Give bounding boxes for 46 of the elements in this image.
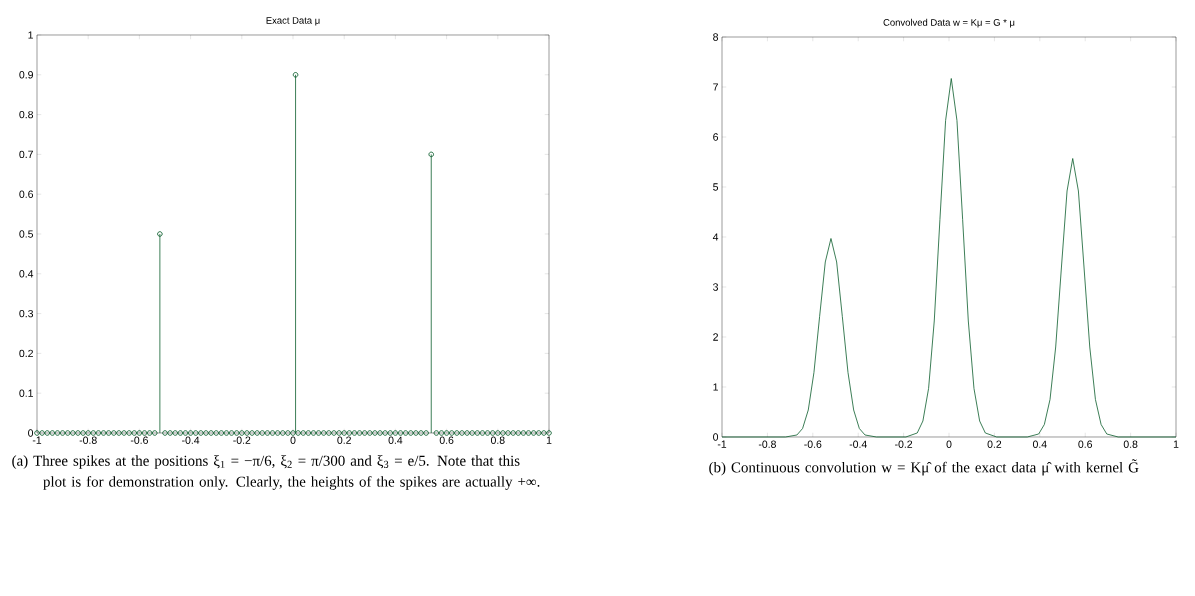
x-tick-label: -0.2 xyxy=(233,436,251,444)
y-tick-label: 0.1 xyxy=(19,389,33,397)
chart-title: Exact Data μ xyxy=(266,17,320,26)
x-tick-label: 1 xyxy=(1173,440,1179,448)
x-tick-label: 0.8 xyxy=(490,436,505,444)
y-tick-label: 2 xyxy=(713,333,718,341)
y-tick-label: 0.4 xyxy=(19,270,34,278)
y-tick-label: 0.6 xyxy=(19,190,34,198)
line-series xyxy=(721,78,1177,438)
y-tick-label: 3 xyxy=(713,283,719,291)
x-tick-label: -0.6 xyxy=(804,440,822,448)
y-tick-label: 4 xyxy=(712,233,719,241)
y-tick-label: 0.5 xyxy=(19,230,34,238)
x-tick-label: -0.4 xyxy=(849,440,867,448)
x-tick-label: -1 xyxy=(717,440,727,448)
y-tick-label: 8 xyxy=(713,33,719,41)
x-tick-label: 0.4 xyxy=(1032,440,1047,448)
x-tick-label: -0.6 xyxy=(130,436,148,444)
y-tick-label: 0.8 xyxy=(19,110,34,119)
y-tick-label: 0.3 xyxy=(19,309,34,318)
y-tick-label: 0.2 xyxy=(19,349,33,358)
x-tick-label: 0 xyxy=(290,436,296,444)
x-tick-label: -0.8 xyxy=(758,440,776,448)
x-tick-label: 0.8 xyxy=(1123,440,1138,448)
text: (b) Continuous convolution w = Kμ̂ of the exact data μ̂ with kernel G̃ xyxy=(709,459,1139,476)
x-tick-label: 0.4 xyxy=(388,436,403,444)
x-tick-label: -1 xyxy=(32,436,42,444)
y-tick-label: 0 xyxy=(28,429,34,437)
y-tick-label: 1 xyxy=(713,383,718,391)
x-tick-label: 0.6 xyxy=(1078,440,1093,448)
text: (a) Three spikes at the positions ξ$_{1}$ = −π/6, ξ$_{2}$ = π/300 and ξ$_{3}$ = e/5. Note that this plot is for demonstration only. Clearly, the heights of the spikes are actually +∞. xyxy=(12,455,540,490)
x-tick-label: -0.2 xyxy=(895,440,913,448)
y-tick-label: 6 xyxy=(713,133,719,141)
x-tick-label: 0.2 xyxy=(987,440,1002,448)
y-tick-label: 1 xyxy=(28,31,33,39)
y-tick-label: 0.9 xyxy=(19,71,33,79)
x-tick-label: 1 xyxy=(546,436,552,444)
x-tick-label: -0.4 xyxy=(182,436,200,444)
y-tick-label: 5 xyxy=(713,183,719,191)
x-tick-label: 0.2 xyxy=(337,436,351,444)
x-tick-label: -0.8 xyxy=(79,436,97,444)
y-tick-label: 7 xyxy=(713,83,718,91)
y-tick-label: 0.7 xyxy=(19,150,33,159)
x-tick-label: 0 xyxy=(946,440,952,448)
chart-title: Convolved Data w = Kμ = G * μ xyxy=(883,18,1015,28)
x-tick-label: 0.6 xyxy=(439,436,454,444)
